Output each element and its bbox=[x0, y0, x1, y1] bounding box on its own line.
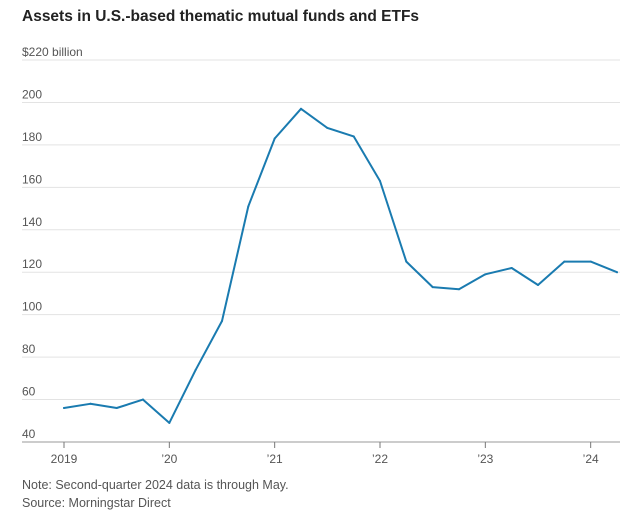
data-point-13 bbox=[405, 260, 408, 263]
chart-title: Assets in U.S.-based thematic mutual fun… bbox=[22, 8, 420, 25]
data-point-9 bbox=[300, 107, 302, 110]
data-point-15 bbox=[458, 288, 460, 291]
data-point-7 bbox=[247, 205, 250, 208]
data-point-12 bbox=[379, 179, 381, 182]
series-line-0 bbox=[63, 107, 618, 424]
data-point-3 bbox=[142, 398, 144, 401]
line-chart: $220 billion 200 180 160 140 120 100 80 60 40 201… bbox=[22, 45, 620, 466]
x-tick-label-2019: 2019 bbox=[51, 452, 78, 466]
x-tick-label-2024: ’24 bbox=[583, 452, 599, 466]
y-tick-label-220: $220 billion bbox=[22, 45, 83, 59]
y-tick-label-100: 100 bbox=[22, 300, 42, 314]
y-axis-labels: $220 billion 200 180 160 140 120 100 80 60 40 bbox=[22, 45, 83, 441]
data-point-20 bbox=[589, 260, 592, 263]
note-text: Note: Second-quarter 2024 data is throug… bbox=[22, 478, 289, 492]
x-tick-label-2022: ’22 bbox=[372, 452, 388, 466]
y-tick-label-80: 80 bbox=[22, 342, 36, 356]
y-tick-label-180: 180 bbox=[22, 130, 42, 144]
data-point-6 bbox=[221, 320, 223, 323]
x-tick-label-2020: ’20 bbox=[161, 452, 177, 466]
y-tick-label-120: 120 bbox=[22, 257, 42, 271]
data-point-4 bbox=[168, 421, 171, 424]
x-tick-label-2023: ’23 bbox=[477, 452, 493, 466]
source-text: Source: Morningstar Direct bbox=[22, 496, 171, 510]
y-tick-label-40: 40 bbox=[22, 427, 36, 441]
y-tick-label-160: 160 bbox=[22, 172, 42, 186]
data-point-21 bbox=[616, 271, 618, 274]
data-point-1 bbox=[89, 402, 92, 405]
gridlines bbox=[22, 59, 620, 401]
data-point-19 bbox=[563, 260, 566, 263]
data-point-2 bbox=[115, 407, 118, 410]
data-point-14 bbox=[431, 286, 434, 289]
series-group bbox=[63, 107, 618, 424]
data-point-16 bbox=[484, 273, 487, 276]
data-point-11 bbox=[352, 135, 355, 138]
data-point-18 bbox=[537, 283, 539, 286]
y-tick-label-60: 60 bbox=[22, 385, 36, 399]
data-point-17 bbox=[510, 266, 513, 269]
footnotes: Note: Second-quarter 2024 data is throug… bbox=[22, 476, 289, 512]
data-point-8 bbox=[273, 137, 276, 140]
data-point-5 bbox=[194, 368, 197, 371]
y-tick-label-140: 140 bbox=[22, 215, 42, 229]
data-point-10 bbox=[326, 126, 329, 129]
data-point-0 bbox=[63, 407, 65, 410]
x-tick-label-2021: ’21 bbox=[267, 452, 283, 466]
y-tick-label-200: 200 bbox=[22, 87, 42, 101]
x-axis: 2019 ’20 ’21 ’22 ’23 ’24 bbox=[22, 441, 620, 466]
